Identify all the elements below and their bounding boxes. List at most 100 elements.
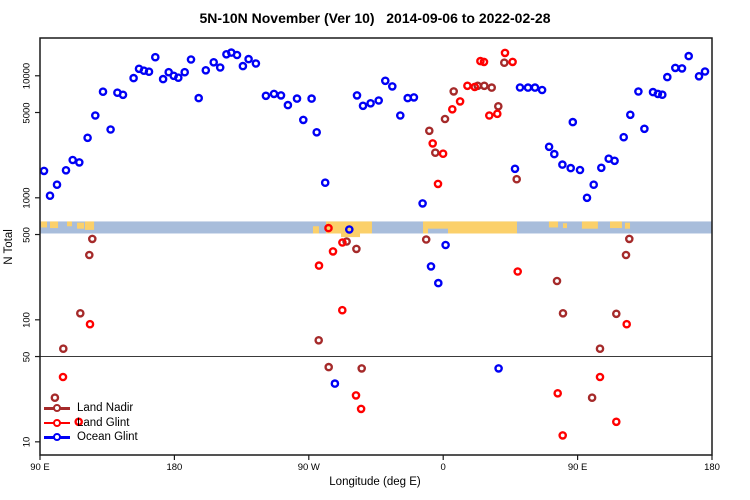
open-circle-icon <box>53 418 61 427</box>
point-land-glint <box>338 238 347 247</box>
point-land-nadir <box>487 83 497 92</box>
point-ocean-glint <box>515 83 525 92</box>
point-land-nadir <box>440 114 450 124</box>
map-land-patch <box>77 222 85 229</box>
x-tick-label: 90 E <box>567 462 588 473</box>
point-ocean-glint <box>75 158 84 167</box>
point-land-nadir <box>499 58 509 68</box>
point-ocean-glint <box>433 278 443 288</box>
point-land-nadir <box>552 276 562 286</box>
point-ocean-glint <box>619 132 629 142</box>
y-tick-label: 100 <box>21 311 33 328</box>
point-land-nadir <box>625 234 634 244</box>
point-ocean-glint <box>312 127 322 137</box>
point-land-nadir <box>314 335 324 345</box>
point-ocean-glint <box>610 156 619 166</box>
point-land-glint <box>337 305 347 315</box>
point-land-glint <box>492 109 502 119</box>
point-land-nadir <box>421 235 431 244</box>
point-ocean-glint <box>537 85 547 95</box>
point-land-glint <box>351 391 361 400</box>
legend-label-land-nadir: Land Nadir <box>77 402 134 414</box>
point-land-glint <box>595 372 605 382</box>
point-land-glint <box>508 57 517 67</box>
point-land-nadir <box>621 250 631 260</box>
point-land-nadir <box>76 308 85 318</box>
point-ocean-glint <box>307 94 316 103</box>
point-ocean-glint <box>575 165 585 175</box>
point-ocean-glint <box>61 165 71 175</box>
point-ocean-glint <box>626 110 635 120</box>
point-land-nadir <box>595 344 605 354</box>
point-ocean-glint <box>523 83 533 92</box>
point-ocean-glint <box>671 63 680 73</box>
legend-row-land-nadir: Land Nadir <box>44 401 138 416</box>
point-land-glint <box>612 417 621 427</box>
point-land-glint <box>500 48 510 58</box>
point-ocean-glint <box>298 115 308 125</box>
point-land-glint <box>314 261 324 270</box>
point-ocean-glint <box>387 82 397 91</box>
point-land-nadir <box>352 244 361 254</box>
y-tick-label: 10 <box>21 436 33 448</box>
point-land-nadir <box>88 234 97 244</box>
point-ocean-glint <box>597 163 606 173</box>
point-ocean-glint <box>366 99 375 108</box>
point-ocean-glint <box>550 149 559 159</box>
point-ocean-glint <box>144 67 154 76</box>
point-ocean-glint <box>589 180 599 189</box>
y-tick-label: 5000 <box>21 101 33 124</box>
point-land-glint <box>463 81 472 91</box>
legend: Land Nadir Land Glint Ocean Glint <box>44 401 138 445</box>
map-land-patch <box>84 221 95 230</box>
point-ocean-glint <box>544 142 554 152</box>
x-tick-label: 180 <box>166 462 183 473</box>
point-ocean-glint <box>83 133 92 143</box>
y-tick-label: 1000 <box>21 187 33 209</box>
point-ocean-glint <box>45 191 55 200</box>
point-ocean-glint <box>658 90 667 99</box>
point-ocean-glint <box>320 178 330 187</box>
point-ocean-glint <box>215 63 225 72</box>
map-land-patch <box>312 226 319 234</box>
point-ocean-glint <box>232 50 242 60</box>
point-land-glint <box>328 247 338 256</box>
point-land-nadir <box>357 364 367 373</box>
point-ocean-glint <box>129 73 138 83</box>
legend-label-land-glint: Land Glint <box>77 416 130 429</box>
point-ocean-glint <box>150 52 160 62</box>
map-land-patch <box>41 221 48 228</box>
open-circle-icon <box>53 433 61 442</box>
point-ocean-glint <box>194 93 203 103</box>
plot-border <box>39 37 713 456</box>
point-ocean-glint <box>494 364 503 373</box>
point-ocean-glint <box>261 91 271 101</box>
point-ocean-glint <box>663 72 672 82</box>
legend-key-land-glint <box>44 418 70 428</box>
x-tick-label: 90 E <box>30 462 50 473</box>
open-circle-icon <box>53 404 61 413</box>
point-ocean-glint <box>684 51 694 61</box>
map-ocean-notch <box>427 228 448 234</box>
map-land-patch <box>562 223 567 229</box>
point-ocean-glint <box>292 94 302 103</box>
point-ocean-glint <box>283 100 293 110</box>
point-ocean-glint <box>118 90 128 100</box>
point-ocean-glint <box>510 164 520 174</box>
point-ocean-glint <box>209 58 218 67</box>
point-land-nadir <box>424 126 434 136</box>
point-ocean-glint <box>269 89 279 99</box>
point-ocean-glint <box>568 117 578 127</box>
point-ocean-glint <box>180 67 189 77</box>
x-tick-label: 90 W <box>297 462 320 473</box>
point-land-nadir <box>612 309 621 319</box>
point-land-nadir <box>479 81 489 91</box>
map-land-patch <box>581 221 598 229</box>
chart-title: 5N-10N November (Ver 10) 2014-09-06 to 2… <box>199 10 551 26</box>
point-land-glint <box>558 431 568 440</box>
point-land-nadir <box>324 362 334 372</box>
point-ocean-glint <box>640 124 649 134</box>
x-tick-label: 0 <box>440 462 446 473</box>
